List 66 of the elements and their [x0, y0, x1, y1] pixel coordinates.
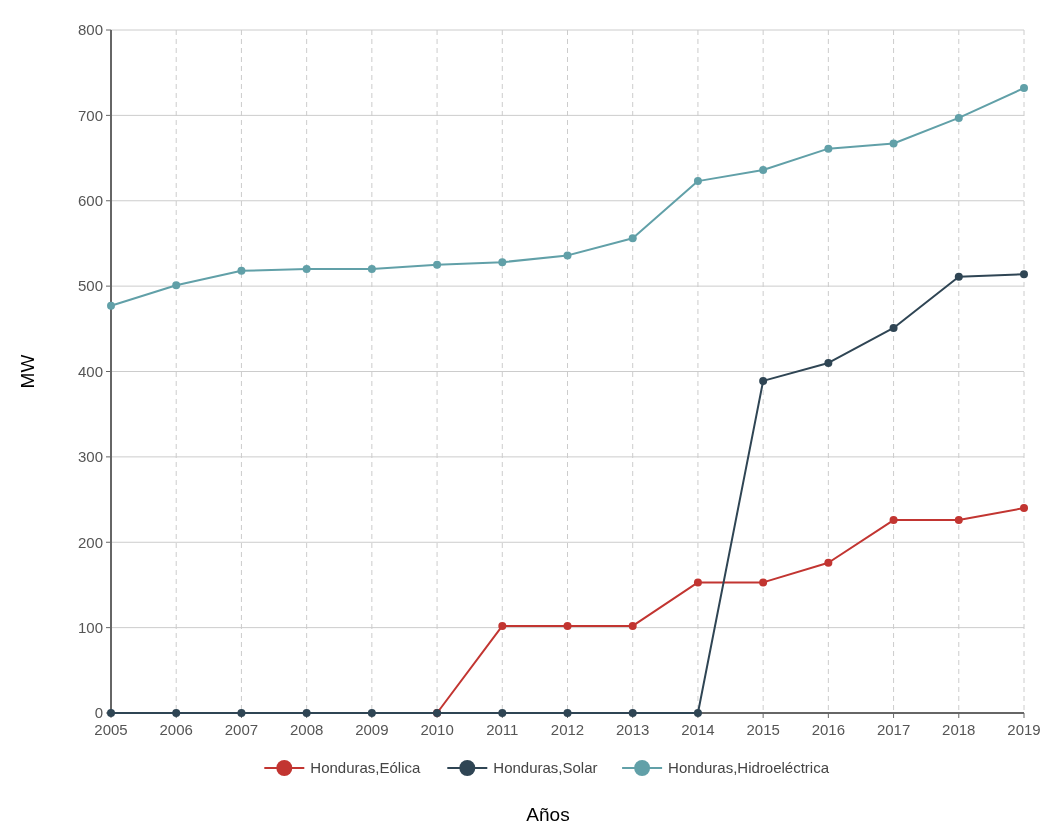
- point: [628, 621, 637, 630]
- point: [824, 144, 833, 153]
- y-tick-label: 100: [77, 618, 103, 636]
- y-tick-label: 500: [77, 277, 103, 295]
- y-axis-title: MW: [17, 354, 38, 389]
- point: [759, 376, 768, 385]
- point: [498, 709, 507, 717]
- point: [302, 709, 311, 717]
- x-tick-label: 2008: [289, 721, 324, 738]
- point: [498, 258, 507, 267]
- legend-label: Honduras,Eólica: [310, 759, 422, 777]
- x-tick-label: 2005: [94, 721, 128, 738]
- point: [628, 234, 637, 243]
- y-tick-label: 400: [77, 362, 103, 380]
- x-tick-label: 2010: [420, 721, 454, 738]
- y-tick-label: 0: [94, 704, 103, 722]
- x-tick-label: 2017: [876, 721, 911, 738]
- point: [824, 558, 833, 567]
- x-tick-label: 2014: [681, 721, 715, 738]
- x-tick-label: 2012: [550, 721, 585, 738]
- point: [237, 709, 246, 717]
- point: [367, 265, 376, 274]
- point: [107, 301, 115, 310]
- point: [563, 621, 572, 630]
- point: [889, 139, 898, 148]
- point: [693, 177, 702, 186]
- point: [628, 709, 637, 717]
- x-tick-label: 2007: [224, 721, 259, 738]
- point: [889, 323, 898, 332]
- point: [433, 260, 442, 269]
- point: [954, 516, 963, 525]
- point: [367, 709, 376, 717]
- point: [693, 578, 702, 587]
- x-tick-label: 2018: [942, 721, 976, 738]
- x-tick-label: 2011: [486, 721, 519, 738]
- y-tick-label: 700: [77, 106, 103, 124]
- y-tick-label: 200: [77, 533, 103, 551]
- point: [1020, 270, 1028, 279]
- point: [498, 621, 507, 630]
- y-tick-label: 600: [77, 192, 103, 209]
- point: [172, 281, 181, 290]
- y-tick-label: 300: [77, 448, 103, 466]
- x-tick-label: 2009: [355, 721, 389, 738]
- point: [302, 265, 311, 274]
- point: [172, 709, 181, 717]
- point: [237, 266, 246, 275]
- point: [954, 272, 963, 281]
- point: [1020, 504, 1028, 513]
- point: [563, 251, 572, 260]
- point: [889, 516, 898, 525]
- point: [824, 358, 833, 367]
- legend-label: Honduras,Hidroeléctrica: [668, 759, 830, 777]
- x-axis-title: Años: [526, 804, 570, 821]
- point: [693, 709, 702, 717]
- point: [954, 113, 963, 122]
- point: [759, 578, 768, 587]
- legend-label: Honduras,Solar: [493, 759, 598, 777]
- point: [1020, 84, 1028, 93]
- x-tick-label: 2019: [1007, 721, 1041, 738]
- point: [563, 709, 572, 717]
- y-tick-label: 800: [77, 21, 103, 39]
- x-tick-label: 2016: [811, 721, 846, 738]
- x-tick-label: 2006: [159, 721, 193, 738]
- x-tick-label: 2013: [616, 721, 650, 738]
- x-tick-label: 2015: [746, 721, 780, 738]
- point: [759, 166, 768, 175]
